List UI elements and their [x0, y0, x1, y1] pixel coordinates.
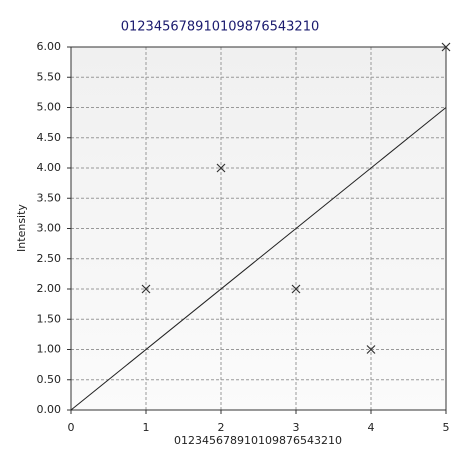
y-tick-label: 5.50	[37, 70, 62, 83]
x-tick-label: 2	[218, 421, 225, 434]
y-tick-label: 1.50	[37, 312, 62, 325]
y-tick-label: 3.00	[37, 222, 62, 235]
y-axis-label: Intensity	[15, 204, 28, 252]
x-tick-label: 5	[443, 421, 450, 434]
y-tick-label: 3.50	[37, 191, 62, 204]
chart-title: 012345678910109876543210	[121, 20, 320, 35]
point	[291, 284, 301, 294]
x-tick-label: 3	[293, 421, 300, 434]
line	[70, 107, 447, 411]
y-tick-label: 5.00	[37, 101, 62, 114]
y-tick-label: 4.50	[37, 131, 62, 144]
x-tick-label: 4	[368, 421, 375, 434]
x-tick-label: 0	[68, 421, 75, 434]
x-tick-label: 1	[143, 421, 150, 434]
point	[441, 42, 451, 52]
y-tick-label: 1.00	[37, 343, 62, 356]
y-tick-label: 2.50	[37, 252, 62, 265]
point	[141, 284, 151, 294]
y-tick-label: 4.00	[37, 161, 62, 174]
y-tick-label: 6.00	[37, 40, 62, 53]
point	[216, 163, 226, 173]
x-axis-label: 012345678910109876543210	[174, 434, 342, 447]
point	[366, 345, 376, 354]
y-tick-label: 2.00	[37, 282, 62, 295]
y-tick-label: 0.00	[37, 403, 62, 416]
y-tick-label: 0.50	[37, 373, 62, 386]
plot-frame	[70, 46, 447, 411]
